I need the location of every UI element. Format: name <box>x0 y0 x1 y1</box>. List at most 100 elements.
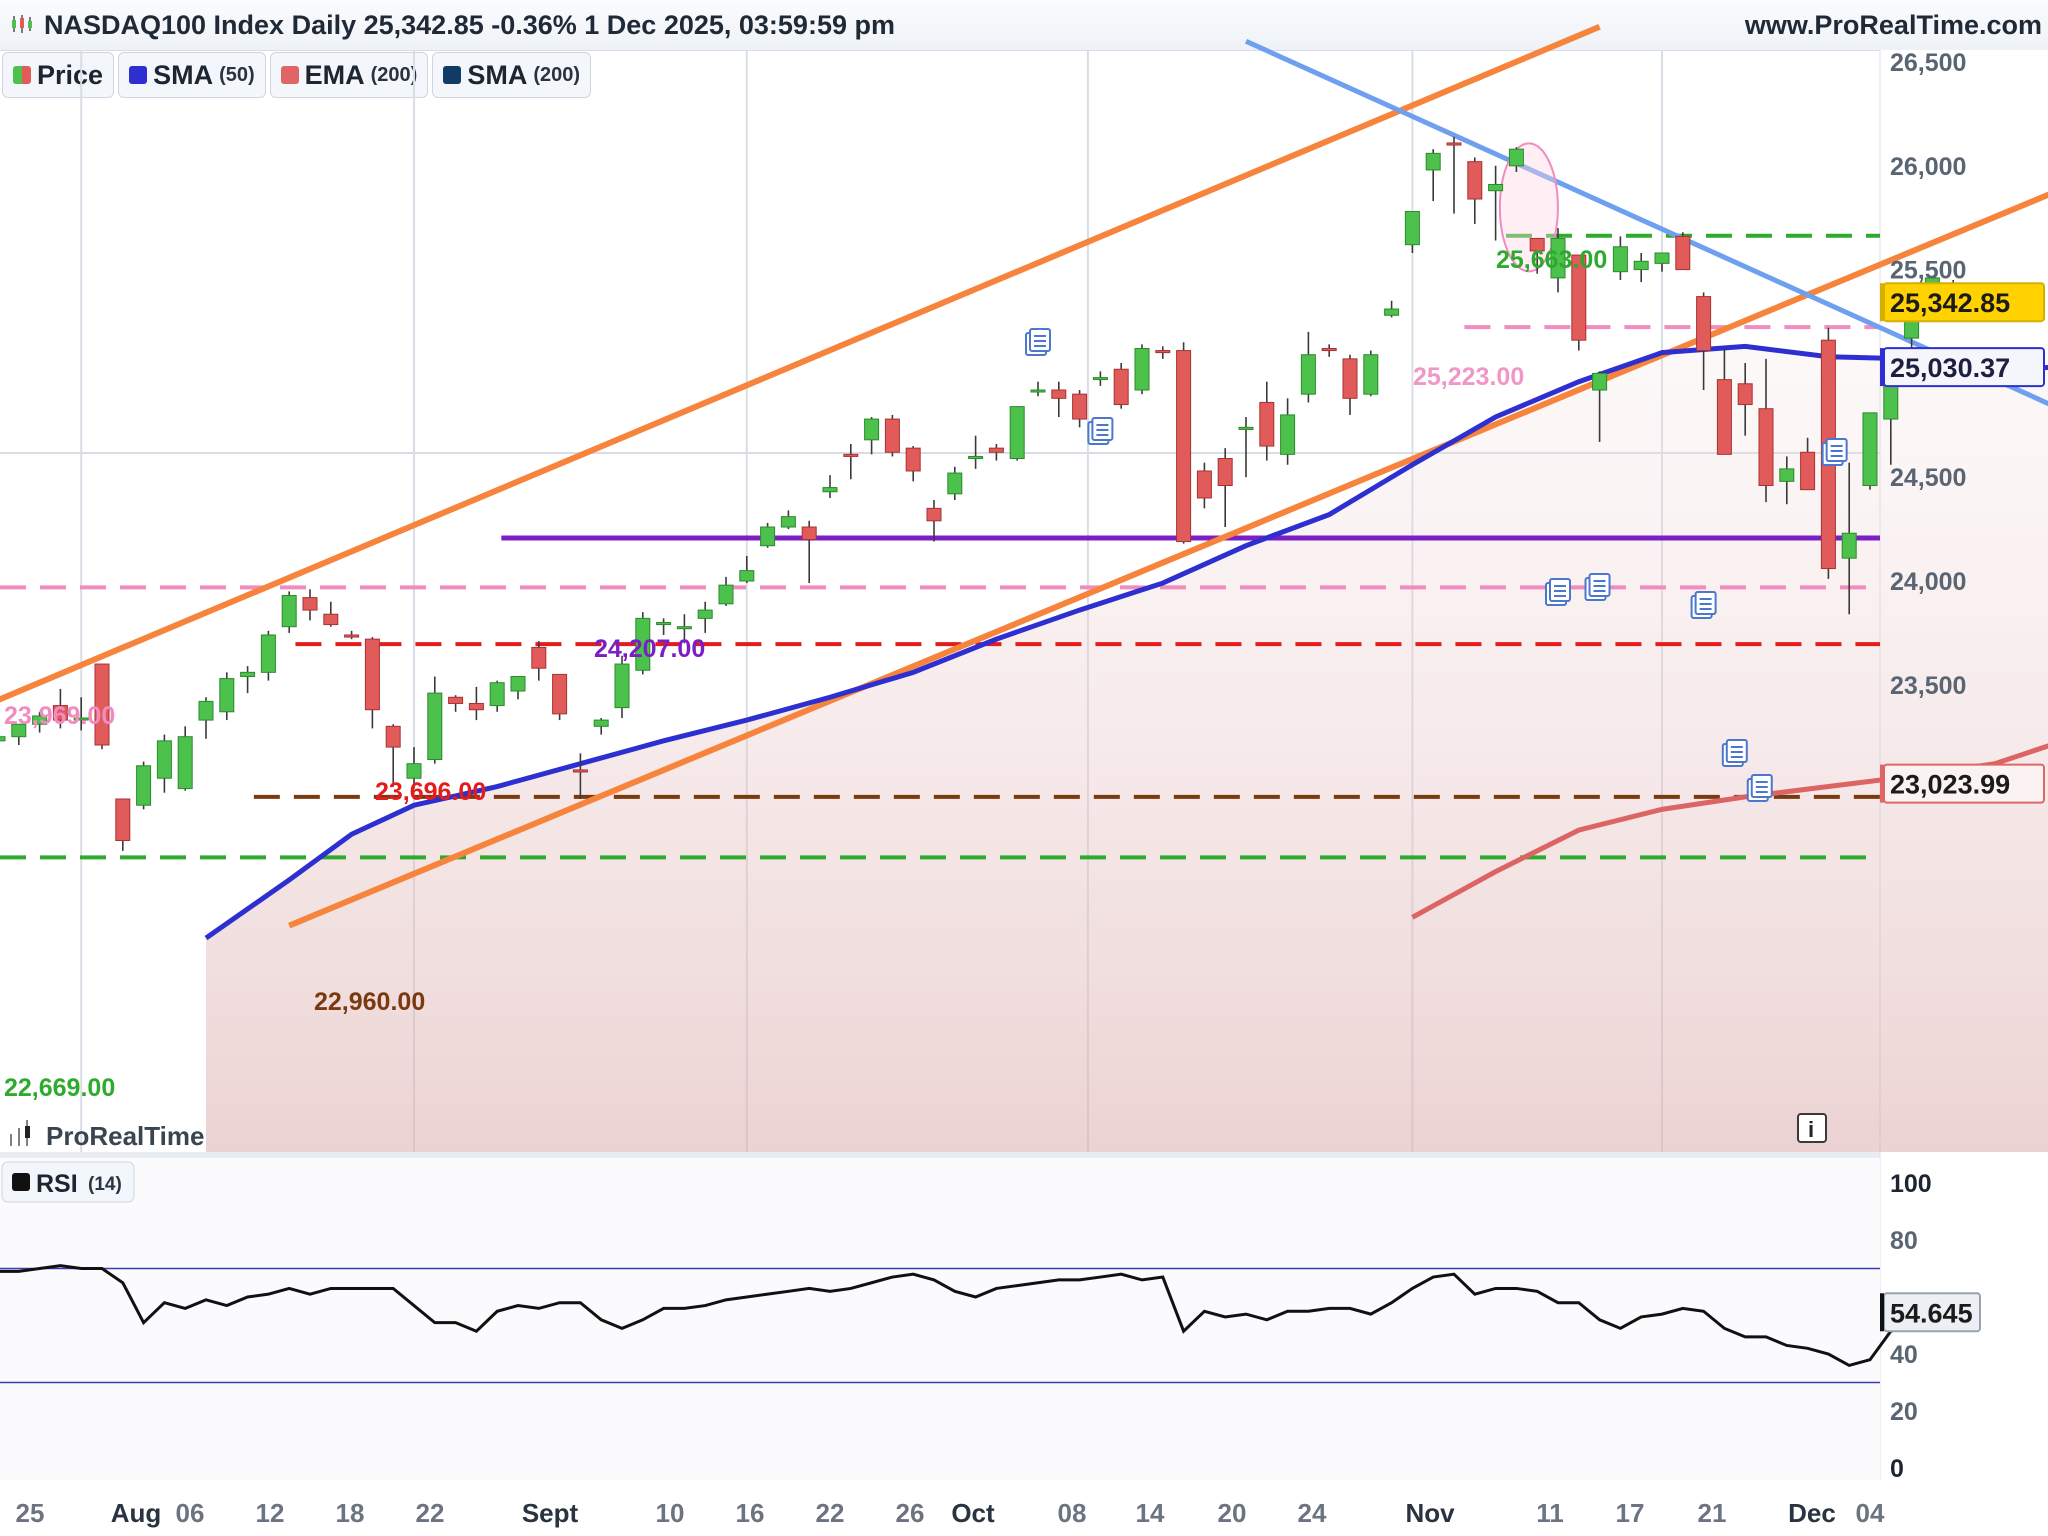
ema200-value-tag <box>1883 763 2045 804</box>
candle <box>760 522 776 548</box>
candle <box>676 614 692 644</box>
price-tick-label: 24,500 <box>1890 464 1966 492</box>
candle-body <box>1092 377 1108 381</box>
candle <box>635 612 651 675</box>
candle <box>52 688 68 729</box>
report-icon[interactable] <box>1690 591 1717 619</box>
candle <box>552 673 568 721</box>
candle-body <box>1321 347 1337 352</box>
candle <box>1217 448 1233 528</box>
candle-body <box>0 736 6 742</box>
report-icon[interactable] <box>1545 578 1571 606</box>
candle <box>1508 147 1524 173</box>
legend-item-price[interactable]: Price <box>2 52 115 98</box>
level-label: 22,669.00 <box>4 1074 115 1102</box>
candle-body <box>1404 210 1420 246</box>
report-icon-front <box>1549 578 1571 602</box>
report-icon[interactable] <box>1721 739 1748 767</box>
candle <box>864 416 880 455</box>
candle-body <box>1425 152 1441 171</box>
candle <box>905 446 921 482</box>
time-axis-background <box>0 1480 2048 1536</box>
sma50-value-tag-label: 25,030.37 <box>1890 353 2010 383</box>
candle <box>1737 363 1753 436</box>
candle-body <box>302 597 318 611</box>
report-icon[interactable] <box>1025 328 1051 356</box>
candle <box>739 556 755 584</box>
time-tick-label: 17 <box>1616 1498 1645 1528</box>
legend-param: (200) <box>533 63 581 86</box>
candle-body <box>1051 389 1067 399</box>
legend-item-sma200[interactable]: SMA (200) <box>432 52 592 98</box>
legend-name: SMA <box>467 59 528 90</box>
candle-body <box>656 622 672 626</box>
candle-body <box>177 736 193 790</box>
candle-body <box>926 507 942 522</box>
candle <box>1862 412 1878 490</box>
candle <box>718 576 734 606</box>
time-tick-label: 25 <box>16 1498 45 1528</box>
candle <box>1592 371 1608 442</box>
time-tick-label: 22 <box>416 1498 445 1528</box>
rsi-tick-label: 0 <box>1890 1455 1904 1483</box>
candle-body <box>136 765 152 806</box>
candle-body <box>1696 296 1712 352</box>
candle-body <box>884 418 900 453</box>
report-icon[interactable] <box>1087 417 1114 445</box>
candle <box>614 655 630 719</box>
rsi-tick-label: 20 <box>1890 1398 1918 1426</box>
level-label: 25,223.00 <box>1413 363 1524 391</box>
candle <box>1883 356 1899 465</box>
candle-body <box>219 678 235 713</box>
rsi-background <box>0 1158 1880 1480</box>
candle <box>177 726 193 791</box>
candle <box>656 618 672 635</box>
candle <box>115 798 131 851</box>
grid <box>0 50 2048 1536</box>
time-tick-label: 24 <box>1298 1498 1327 1528</box>
indicator-legend: Price SMA (50) EMA (200) SMA (200) <box>2 52 592 98</box>
level-labels: 25,663.00 25,223.00 24,207.00 23,969.00 23,6… <box>4 246 1607 1102</box>
candle-body <box>947 472 963 495</box>
rsi-legend-box <box>1 1161 135 1203</box>
report-icon[interactable] <box>1584 573 1611 601</box>
time-tick-label: 04 <box>1856 1498 1885 1528</box>
ema200-line <box>1411 743 2048 920</box>
candle <box>572 753 588 799</box>
ema200-value-tag-label: 23,023.99 <box>1890 770 2010 800</box>
price-tick-label: 26,000 <box>1890 153 1966 181</box>
price-axis: 26,500 26,000 25,500 24,500 24,000 23,500 25,3… <box>1880 49 2045 804</box>
ema200-swatch <box>280 66 299 84</box>
candle-body <box>635 617 651 671</box>
candle <box>1009 406 1025 461</box>
site-link[interactable]: www.ProRealTime.com <box>1744 10 2042 40</box>
report-icon[interactable] <box>1821 438 1848 466</box>
candle-body <box>156 740 172 779</box>
candle <box>136 761 152 810</box>
rsi-value-tag <box>1883 1292 1981 1333</box>
candle <box>1571 254 1587 351</box>
candle <box>1716 348 1732 455</box>
candle-body <box>1737 383 1753 406</box>
candle <box>73 697 89 731</box>
info-icon[interactable]: i <box>1797 1113 1827 1143</box>
candle <box>1820 327 1836 579</box>
report-icon[interactable] <box>1746 774 1773 802</box>
legend-item-ema200[interactable]: EMA (200) <box>269 52 429 98</box>
candle-body <box>1904 321 1920 339</box>
legend-item-sma50[interactable]: SMA (50) <box>118 52 266 98</box>
candle-body <box>1488 183 1504 192</box>
candle-body <box>1612 246 1628 273</box>
report-icon-front <box>1029 328 1051 352</box>
candle-body <box>1155 350 1171 354</box>
rsi-tick-label: 80 <box>1890 1227 1918 1255</box>
sma50-line <box>204 343 2048 941</box>
last-price-tag <box>1883 282 2045 323</box>
candle <box>489 680 505 712</box>
candle <box>884 414 900 457</box>
candle-body <box>385 725 401 748</box>
price-tick-label: 26,500 <box>1890 49 1966 77</box>
time-tick-label: 26 <box>896 1498 925 1528</box>
watermark-text: ProRealTime <box>46 1121 204 1151</box>
